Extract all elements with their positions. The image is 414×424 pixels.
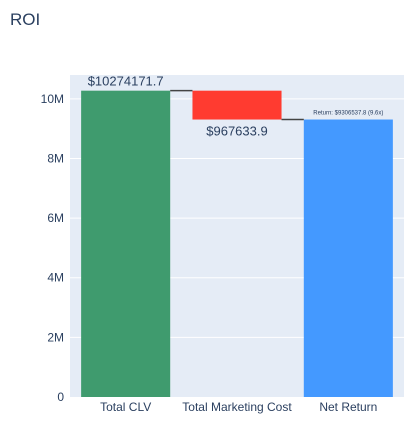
connectors bbox=[170, 89, 304, 121]
y-tick-label: 8M bbox=[47, 151, 64, 165]
y-axis-ticks: 0 2M 4M 6M 8M 10M bbox=[41, 92, 65, 404]
y-tick-label: 0 bbox=[57, 390, 64, 404]
y-tick-label: 10M bbox=[41, 92, 64, 106]
x-tick-label: Total CLV bbox=[100, 400, 151, 414]
y-tick-label: 4M bbox=[47, 271, 64, 285]
y-tick-label: 6M bbox=[47, 211, 64, 225]
data-label: $967633.9 bbox=[206, 124, 267, 139]
x-tick-label: Net Return bbox=[319, 400, 377, 414]
return-annotation: Return: $9306537.8 (9.6x) bbox=[313, 111, 383, 117]
bars bbox=[81, 90, 393, 398]
y-tick-label: 2M bbox=[47, 330, 64, 344]
chart-title: ROI bbox=[10, 10, 41, 29]
x-axis-ticks: Total CLV Total Marketing Cost Net Return bbox=[100, 400, 377, 414]
x-tick-label: Total Marketing Cost bbox=[182, 400, 292, 414]
data-label: $10274171.7 bbox=[88, 74, 164, 89]
data-labels: $10274171.7 $967633.9 bbox=[88, 74, 268, 139]
bar-total-marketing-cost bbox=[192, 90, 282, 120]
bar-total-clv bbox=[81, 90, 171, 397]
bar-net-return bbox=[303, 119, 393, 398]
